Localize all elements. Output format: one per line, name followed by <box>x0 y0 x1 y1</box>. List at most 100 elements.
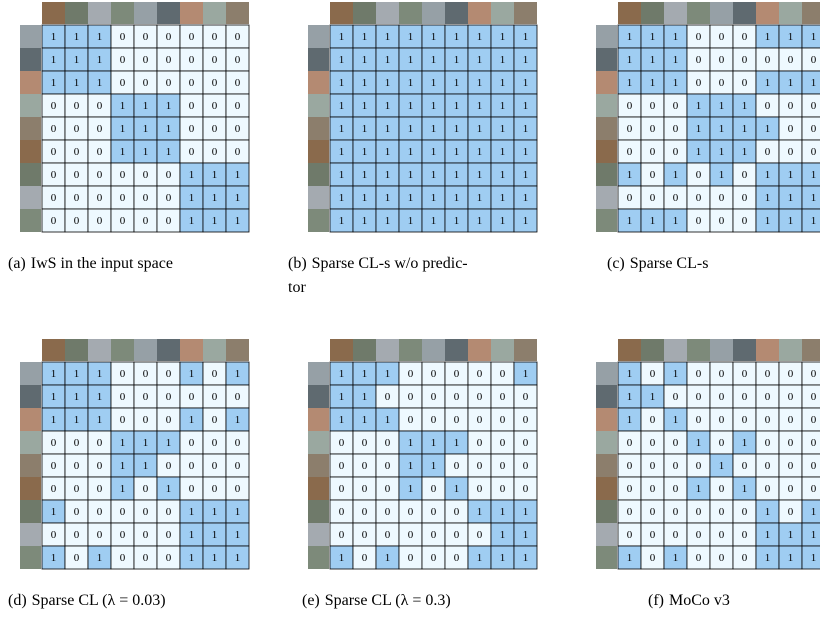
cell-value: 0 <box>477 483 483 495</box>
cell-value: 0 <box>51 529 57 541</box>
cell-value: 0 <box>97 460 103 472</box>
cell-value: 1 <box>811 169 817 181</box>
cell-value: 1 <box>166 123 172 135</box>
cell-value: 1 <box>339 54 345 66</box>
cell-value: 1 <box>51 391 57 403</box>
cell-value: 0 <box>696 529 702 541</box>
cell-value: 1 <box>719 100 725 112</box>
cell-value: 0 <box>408 391 414 403</box>
cell-value: 0 <box>235 391 241 403</box>
cell-value: 0 <box>696 391 702 403</box>
cell-value: 0 <box>120 169 126 181</box>
cell-value: 0 <box>97 506 103 518</box>
cell-value: 1 <box>189 552 195 564</box>
cell-value: 0 <box>788 146 794 158</box>
cell-value: 1 <box>523 506 529 518</box>
cell-value: 1 <box>523 31 529 43</box>
cell-value: 0 <box>408 506 414 518</box>
cell-value: 1 <box>673 414 679 426</box>
cell-value: 1 <box>477 31 483 43</box>
cell-value: 1 <box>811 192 817 204</box>
cell-value: 0 <box>673 506 679 518</box>
thumbnail <box>20 500 41 523</box>
thumbnail <box>134 339 157 361</box>
cell-value: 0 <box>788 414 794 426</box>
cell-value: 0 <box>212 54 218 66</box>
cell-value: 0 <box>212 414 218 426</box>
cell-value: 0 <box>235 483 241 495</box>
cell-value: 0 <box>97 529 103 541</box>
thumbnail <box>42 2 65 24</box>
cell-value: 0 <box>74 123 80 135</box>
cell-value: 1 <box>627 77 633 89</box>
cell-value: 0 <box>120 368 126 380</box>
cell-value: 1 <box>385 31 391 43</box>
cell-value: 1 <box>431 146 437 158</box>
cell-value: 1 <box>742 100 748 112</box>
cell-value: 0 <box>120 77 126 89</box>
caption-text: Sparse CL-s <box>630 255 709 272</box>
cell-value: 0 <box>166 192 172 204</box>
cell-value: 0 <box>385 506 391 518</box>
cell-value: 0 <box>627 146 633 158</box>
thumbnail <box>514 2 537 24</box>
thumbnail <box>664 339 687 361</box>
cell-value: 1 <box>500 146 506 158</box>
cell-value: 1 <box>362 192 368 204</box>
thumbnail <box>308 186 329 209</box>
cell-value: 1 <box>477 506 483 518</box>
thumbnail <box>308 362 329 385</box>
cell-value: 1 <box>385 368 391 380</box>
thumbnail <box>330 339 353 361</box>
thumbnail <box>596 140 617 163</box>
cell-value: 1 <box>696 123 702 135</box>
cell-value: 0 <box>650 437 656 449</box>
cell-value: 1 <box>51 77 57 89</box>
cell-value: 1 <box>431 215 437 227</box>
cell-value: 1 <box>765 529 771 541</box>
cell-value: 0 <box>74 460 80 472</box>
cell-value: 0 <box>673 123 679 135</box>
caption: (d)Sparse CL (λ = 0.03) <box>8 592 166 609</box>
cell-value: 1 <box>788 169 794 181</box>
cell-value: 0 <box>212 437 218 449</box>
thumbnail <box>88 339 111 361</box>
cell-value: 0 <box>454 506 460 518</box>
cell-value: 0 <box>673 391 679 403</box>
thumbnail <box>596 385 617 408</box>
thumbnail <box>308 117 329 140</box>
cell-value: 0 <box>362 437 368 449</box>
cell-value: 1 <box>811 77 817 89</box>
cell-value: 1 <box>650 54 656 66</box>
cell-value: 0 <box>166 529 172 541</box>
cell-value: 0 <box>650 146 656 158</box>
thumbnail <box>308 71 329 94</box>
cell-value: 0 <box>74 100 80 112</box>
thumbnail <box>618 2 641 24</box>
caption-label: (f) <box>648 592 664 609</box>
cell-value: 1 <box>765 552 771 564</box>
caption: (f)MoCo v3 <box>648 592 730 609</box>
thumbnail <box>596 546 617 569</box>
thumbnail <box>308 500 329 523</box>
cell-value: 1 <box>431 123 437 135</box>
cell-value: 1 <box>627 169 633 181</box>
thumbnail <box>308 408 329 431</box>
thumbnail <box>20 454 41 477</box>
thumbnail <box>88 2 111 24</box>
cell-value: 1 <box>97 552 103 564</box>
cell-value: 1 <box>454 77 460 89</box>
cell-value: 0 <box>166 77 172 89</box>
cell-value: 0 <box>166 460 172 472</box>
cell-value: 1 <box>212 506 218 518</box>
cell-value: 0 <box>235 31 241 43</box>
cell-value: 1 <box>523 123 529 135</box>
cell-value: 0 <box>500 391 506 403</box>
thumbnail <box>180 2 203 24</box>
cell-value: 1 <box>696 437 702 449</box>
cell-value: 0 <box>719 552 725 564</box>
cell-value: 1 <box>339 146 345 158</box>
thumbnail <box>514 339 537 361</box>
cell-value: 1 <box>477 169 483 181</box>
